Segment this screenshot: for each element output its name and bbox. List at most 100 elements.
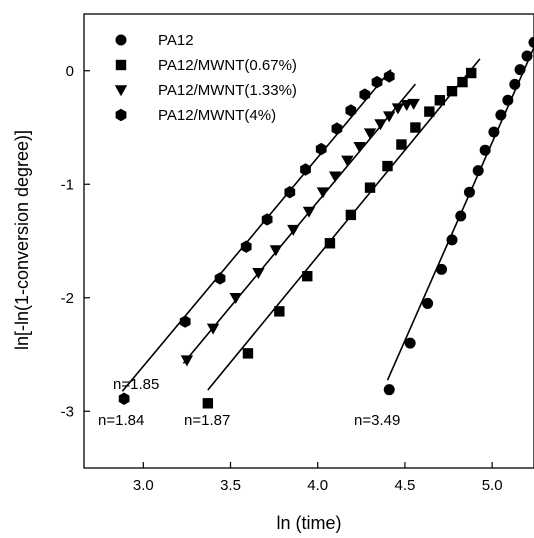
data-point: [284, 186, 296, 199]
data-point: [382, 160, 393, 172]
fit-line: [207, 58, 481, 391]
data-point: [324, 238, 336, 249]
data-point: [341, 155, 354, 167]
data-point: [396, 139, 407, 150]
fit-label-mwnt-067: n=1.87: [184, 412, 230, 429]
y-tick-label: -1: [61, 176, 74, 193]
legend-label-mwnt-067: PA12/MWNT(0.67%): [158, 57, 297, 74]
data-point: [316, 187, 330, 199]
data-point: [364, 182, 376, 193]
legend-symbol: [115, 108, 127, 122]
data-point: [463, 186, 475, 198]
data-point: [391, 103, 405, 115]
data-point: [422, 297, 434, 309]
data-point: [229, 292, 242, 304]
data-point: [514, 64, 526, 76]
data-point: [521, 50, 533, 62]
data-point: [466, 67, 477, 79]
data-point: [383, 384, 395, 396]
y-axis-title: ln[-ln(1-conversion degree)]: [12, 130, 32, 350]
fit-line: [121, 69, 392, 392]
data-point: [179, 315, 191, 328]
data-point: [242, 348, 254, 359]
legend-item-mwnt-4: PA12/MWNT(4%): [115, 107, 276, 124]
data-point: [118, 392, 130, 405]
data-point: [345, 209, 357, 221]
x-tick-label: 5.0: [482, 477, 503, 494]
legend-item-pa12: PA12: [115, 32, 194, 49]
data-point: [315, 142, 327, 156]
data-point: [472, 165, 484, 177]
fit-line: [182, 83, 417, 364]
fit-label-pa12: n=3.49: [354, 412, 400, 429]
x-tick-label: 3.0: [133, 477, 154, 494]
data-point: [446, 234, 458, 246]
data-point: [302, 270, 313, 282]
data-point: [274, 306, 285, 317]
legend-marker-circle: [115, 34, 127, 46]
data-point: [300, 163, 311, 176]
data-points: [118, 36, 534, 409]
data-point: [202, 398, 214, 409]
data-point: [502, 94, 514, 106]
data-point: [404, 337, 416, 349]
x-tick-label: 3.5: [220, 477, 241, 494]
x-tick-label: 4.0: [307, 477, 328, 494]
fit-label-mwnt-4: n=1.84: [98, 412, 144, 429]
data-point: [302, 206, 316, 218]
plot-frame: [83, 13, 534, 469]
data-point: [457, 76, 468, 88]
data-point: [383, 70, 395, 83]
y-tick-label: -3: [61, 403, 74, 420]
data-point: [359, 88, 371, 101]
data-point: [509, 78, 521, 90]
data-point: [371, 75, 383, 89]
legend-item-mwnt-067: PA12/MWNT(0.67%): [115, 57, 297, 74]
data-point: [446, 85, 458, 97]
x-axis-title: ln (time): [276, 513, 341, 533]
data-point: [434, 95, 446, 106]
legend-marker-hexagon: [115, 108, 127, 122]
legend-item-mwnt-133: PA12/MWNT(1.33%): [114, 82, 297, 99]
data-point: [363, 128, 377, 140]
data-point: [353, 141, 366, 153]
data-point: [424, 106, 435, 117]
data-point: [345, 104, 357, 117]
y-axis: 0 -1 -2 -3: [61, 63, 90, 420]
data-point: [383, 111, 396, 123]
legend-label-mwnt-133: PA12/MWNT(1.33%): [158, 82, 297, 99]
data-point: [410, 122, 421, 133]
fit-label-mwnt-133: n=1.85: [113, 376, 159, 393]
legend-marker-triangle: [114, 85, 128, 97]
data-point: [180, 355, 194, 367]
data-point: [488, 126, 500, 138]
legend-marker-square: [115, 59, 127, 71]
data-point: [528, 36, 534, 48]
legend-label-pa12: PA12: [158, 32, 194, 49]
y-tick-label: -2: [61, 290, 74, 307]
data-point: [374, 119, 387, 131]
data-point: [252, 267, 265, 279]
data-point: [436, 263, 448, 275]
data-point: [495, 109, 507, 121]
data-point: [407, 98, 420, 110]
x-tick-label: 4.5: [395, 477, 416, 494]
x-axis: 3.0 3.5 4.0 4.5 5.0: [133, 462, 503, 494]
legend: PA12 PA12/MWNT(0.67%) PA12/MWNT(1.33%) P…: [114, 32, 297, 124]
data-point: [261, 213, 273, 226]
legend-symbol: [114, 85, 128, 97]
data-point: [328, 171, 342, 183]
data-point: [455, 210, 467, 222]
legend-symbol: [115, 34, 127, 46]
legend-symbol: [115, 59, 127, 71]
legend-label-mwnt-4: PA12/MWNT(4%): [158, 107, 276, 124]
data-point: [206, 323, 220, 335]
y-tick-label: 0: [66, 63, 74, 80]
data-point: [331, 122, 343, 135]
data-point: [479, 144, 491, 156]
data-point: [240, 240, 252, 253]
data-point: [287, 224, 300, 236]
data-point: [214, 272, 226, 285]
data-point: [269, 245, 283, 257]
